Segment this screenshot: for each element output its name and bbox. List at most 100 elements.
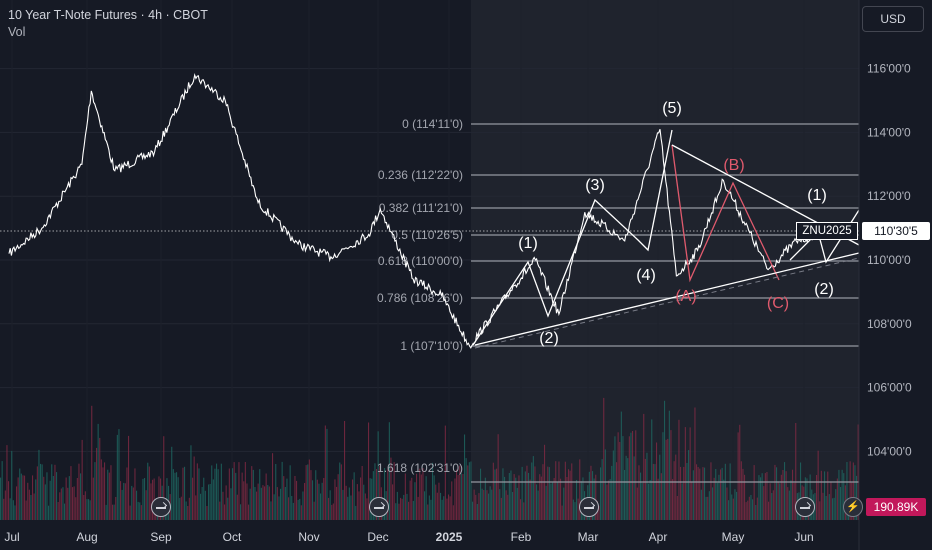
event-marker-icon[interactable] — [579, 497, 599, 517]
volume-bar — [376, 469, 378, 520]
volume-bar — [758, 475, 760, 520]
volume-bar — [368, 422, 370, 520]
volume-bar — [822, 492, 824, 520]
volume-bar — [460, 473, 462, 520]
volume-bar — [120, 481, 122, 520]
volume-bar — [832, 498, 834, 520]
volume-bar — [220, 463, 222, 520]
event-marker-icon[interactable] — [369, 497, 389, 517]
volume-bar — [672, 479, 674, 520]
volume-bar — [201, 487, 203, 520]
x-tick-label: Jul — [4, 530, 19, 544]
volume-bar — [676, 496, 678, 520]
volume-bar — [379, 465, 381, 520]
volume-bar — [528, 472, 530, 520]
volume-bar — [771, 493, 773, 520]
volume-bar — [531, 462, 533, 520]
x-tick-label: Jun — [794, 530, 813, 544]
volume-bar — [609, 479, 611, 520]
volume-bar — [785, 471, 787, 520]
volume-bar — [209, 484, 211, 520]
volume-bar — [756, 497, 758, 520]
volume-bar — [216, 463, 218, 520]
volume-bar — [96, 447, 98, 520]
volume-bar — [713, 477, 715, 520]
volume-bar — [112, 504, 114, 520]
volume-bar — [472, 501, 474, 520]
volume-bar — [497, 434, 499, 520]
volume-bar — [304, 483, 306, 520]
volume-bar — [422, 468, 424, 520]
volume-bar — [776, 467, 778, 520]
volume-bar — [744, 474, 746, 520]
volume-bar — [643, 413, 645, 520]
volume-bar — [240, 504, 242, 520]
volume-bar — [633, 456, 635, 520]
event-marker-icon[interactable] — [795, 497, 815, 517]
volume-bar — [416, 473, 418, 520]
volume-bar — [852, 462, 854, 520]
volume-bar — [809, 474, 811, 520]
volume-bar — [372, 471, 374, 520]
lightning-icon[interactable]: ⚡ — [843, 497, 863, 517]
volume-bar — [132, 487, 134, 520]
volume-bar — [515, 477, 517, 520]
volume-bar — [65, 477, 67, 520]
volume-bar — [257, 483, 259, 520]
volume-bar — [620, 411, 622, 520]
volume-bar — [401, 498, 403, 520]
volume-bar — [86, 499, 88, 520]
volume-bar — [683, 466, 685, 520]
volume-bar — [281, 461, 283, 520]
volume-bar — [800, 462, 802, 520]
currency-button[interactable]: USD — [862, 6, 924, 32]
chart-header: 10 Year T-Note Futures · 4h · CBOT Vol — [8, 8, 208, 39]
volume-bar — [228, 468, 230, 520]
volume-indicator-label[interactable]: Vol — [8, 25, 26, 39]
volume-bar — [600, 467, 602, 520]
volume-bar — [121, 489, 123, 520]
volume-bar — [219, 501, 221, 520]
volume-bar — [651, 419, 653, 520]
volume-bar — [592, 471, 594, 520]
volume-bar — [505, 490, 507, 520]
volume-bar — [846, 462, 848, 520]
fib-level-label: 0 (114'11'0) — [402, 117, 463, 131]
volume-bar — [352, 479, 354, 520]
volume-bar — [838, 469, 840, 520]
event-marker-icon[interactable] — [151, 497, 171, 517]
volume-bar — [48, 505, 50, 520]
volume-bar — [390, 457, 392, 520]
fib-level-label: 0.5 (110'26'5) — [391, 228, 463, 242]
volume-bar — [435, 484, 437, 520]
volume-bar — [267, 485, 269, 520]
volume-bar — [388, 422, 390, 520]
volume-bar — [830, 481, 832, 520]
volume-bar — [496, 468, 498, 520]
symbol-title[interactable]: 10 Year T-Note Futures · 4h · CBOT — [8, 8, 208, 22]
volume-bar — [480, 468, 482, 520]
volume-bar — [662, 432, 664, 520]
volume-bar — [547, 466, 549, 520]
volume-bar — [246, 483, 248, 520]
volume-bar — [550, 483, 552, 520]
volume-bar — [707, 496, 709, 520]
volume-bar — [398, 503, 400, 520]
volume-bar — [336, 486, 338, 520]
volume-bar — [668, 410, 670, 520]
volume-bar — [409, 480, 411, 520]
volume-bar — [56, 472, 58, 520]
y-tick-label: 108'00'0 — [867, 317, 912, 331]
volume-bar — [241, 472, 243, 520]
volume-bar — [190, 445, 192, 520]
volume-bar — [484, 477, 486, 520]
volume-bar — [692, 470, 694, 520]
volume-bar — [452, 505, 454, 520]
volume-bar — [508, 473, 510, 520]
volume-bar — [579, 459, 581, 520]
volume-bar — [273, 494, 275, 520]
volume-bar — [17, 477, 19, 520]
volume-bar — [296, 480, 298, 520]
